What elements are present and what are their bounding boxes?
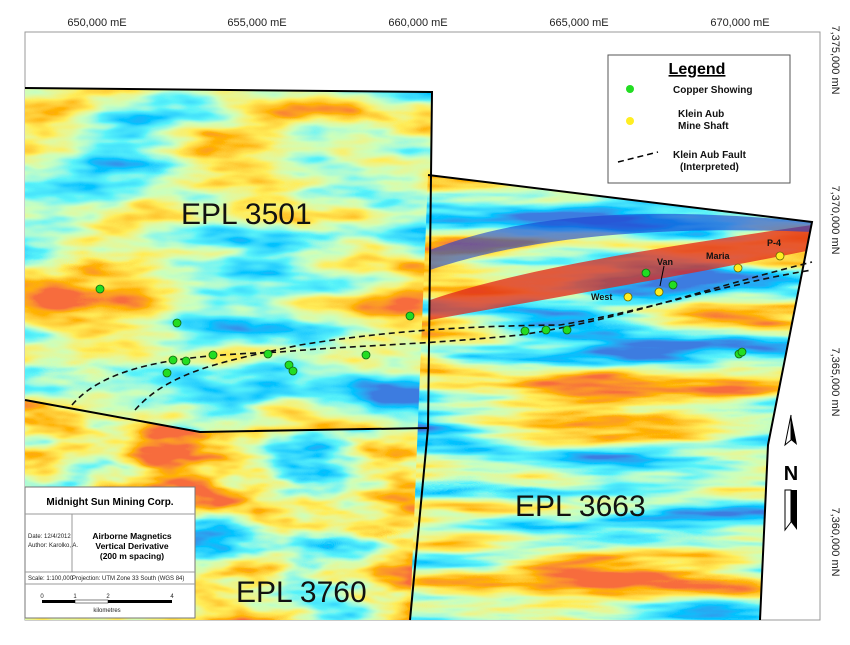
scale-bar-label: 1 <box>73 594 77 600</box>
scale-bar-unit: kilometres <box>93 608 120 614</box>
copper-showing <box>361 350 371 360</box>
mine-shaft <box>733 263 743 273</box>
magnetic-image <box>25 88 432 432</box>
northing-label: 7,365,000 mN <box>829 347 841 416</box>
label-leader <box>659 265 665 287</box>
north-arrow-half <box>791 415 797 445</box>
north-arrow-tail <box>791 490 797 530</box>
scale-bar-segment <box>108 600 172 603</box>
legend: Legend Copper Showing Klein Aub Mine Sha… <box>607 54 791 184</box>
mine-shaft <box>775 251 785 261</box>
copper-showing <box>284 360 294 370</box>
northing-label: 7,370,000 mN <box>829 185 841 254</box>
boundaries <box>24 87 814 621</box>
easting-label: 650,000 mE <box>67 17 126 29</box>
tenement-label: EPL 3663 <box>515 490 646 523</box>
copper-showing <box>541 325 551 335</box>
legend-box <box>607 54 791 184</box>
copper-showing <box>520 326 530 336</box>
legend-symbol <box>617 151 659 163</box>
copper-showing <box>288 366 298 376</box>
legend-label: Mine Shaft <box>678 121 729 132</box>
title-block-box <box>24 486 196 619</box>
scale-bar-segment <box>42 600 75 603</box>
mine-label: P-4 <box>767 238 781 248</box>
company-name: Midnight Sun Mining Corp. <box>46 497 173 508</box>
map-title: Vertical Derivative <box>95 541 169 551</box>
northing-label: 7,375,000 mN <box>829 25 841 94</box>
north-arrow: N <box>780 405 802 535</box>
scale-bar-label: 2 <box>106 594 110 600</box>
magnetic-high-band <box>430 225 812 320</box>
map-title: (200 m spacing) <box>100 551 164 561</box>
title-block: Midnight Sun Mining Corp. Date: 12/4/201… <box>24 486 196 619</box>
mine-label: Van <box>657 257 673 267</box>
easting-label: 665,000 mE <box>549 17 608 29</box>
boundary <box>409 427 429 621</box>
map-title: Airborne Magnetics <box>92 531 172 541</box>
copper-showing <box>668 280 678 290</box>
north-arrow-tail <box>784 489 792 532</box>
copper-showing <box>95 284 105 294</box>
copper-showing <box>641 268 651 278</box>
easting-label: 655,000 mE <box>227 17 286 29</box>
copper-showing <box>562 325 572 335</box>
fault-line <box>71 261 813 406</box>
tenement-3501-image <box>25 88 432 432</box>
copper-showing <box>737 347 747 357</box>
easting-label: 660,000 mE <box>388 17 447 29</box>
copper-showings <box>95 268 747 378</box>
mine-shaft <box>654 287 664 297</box>
copper-showing <box>168 355 178 365</box>
scale-bar-label: 0 <box>40 594 44 600</box>
scale-bar-label: 4 <box>170 594 174 600</box>
copper-showing <box>263 349 273 359</box>
copper-showing <box>172 318 182 328</box>
legend-label: (Interpreted) <box>680 162 739 173</box>
tenement-label: EPL 3501 <box>181 198 312 231</box>
legend-title: Legend <box>669 61 726 78</box>
legend-label: Copper Showing <box>673 85 752 96</box>
fault-lines <box>71 261 813 411</box>
fault-line <box>134 269 813 411</box>
tenement-label: EPL 3760 <box>236 576 367 609</box>
easting-label: 670,000 mE <box>710 17 769 29</box>
copper-showing <box>181 356 191 366</box>
legend-label: Klein Aub Fault <box>673 150 747 161</box>
legend-symbol <box>626 85 634 93</box>
magnetic-low-band <box>430 213 812 270</box>
copper-showing <box>208 350 218 360</box>
mine-label: Maria <box>706 251 731 261</box>
tenement-3663-image <box>410 175 812 620</box>
scale-bar-segment <box>74 599 109 604</box>
projection: Projection: UTM Zone 33 South (WGS 84) <box>72 576 184 582</box>
legend-symbol <box>626 117 634 125</box>
author: Author: Karolko, A. <box>28 543 78 549</box>
boundary <box>427 174 814 621</box>
northing-label: 7,360,000 mN <box>829 507 841 576</box>
copper-showing <box>162 368 172 378</box>
legend-label: Klein Aub <box>678 109 724 120</box>
date: Date: 12/4/2012 <box>28 534 71 540</box>
mine-shafts <box>623 251 785 302</box>
copper-showing <box>405 311 415 321</box>
scale-text: Scale: 1:100,000 <box>28 576 74 582</box>
mine-label: West <box>591 292 612 302</box>
north-label: N <box>784 463 798 485</box>
mine-shaft <box>623 292 633 302</box>
